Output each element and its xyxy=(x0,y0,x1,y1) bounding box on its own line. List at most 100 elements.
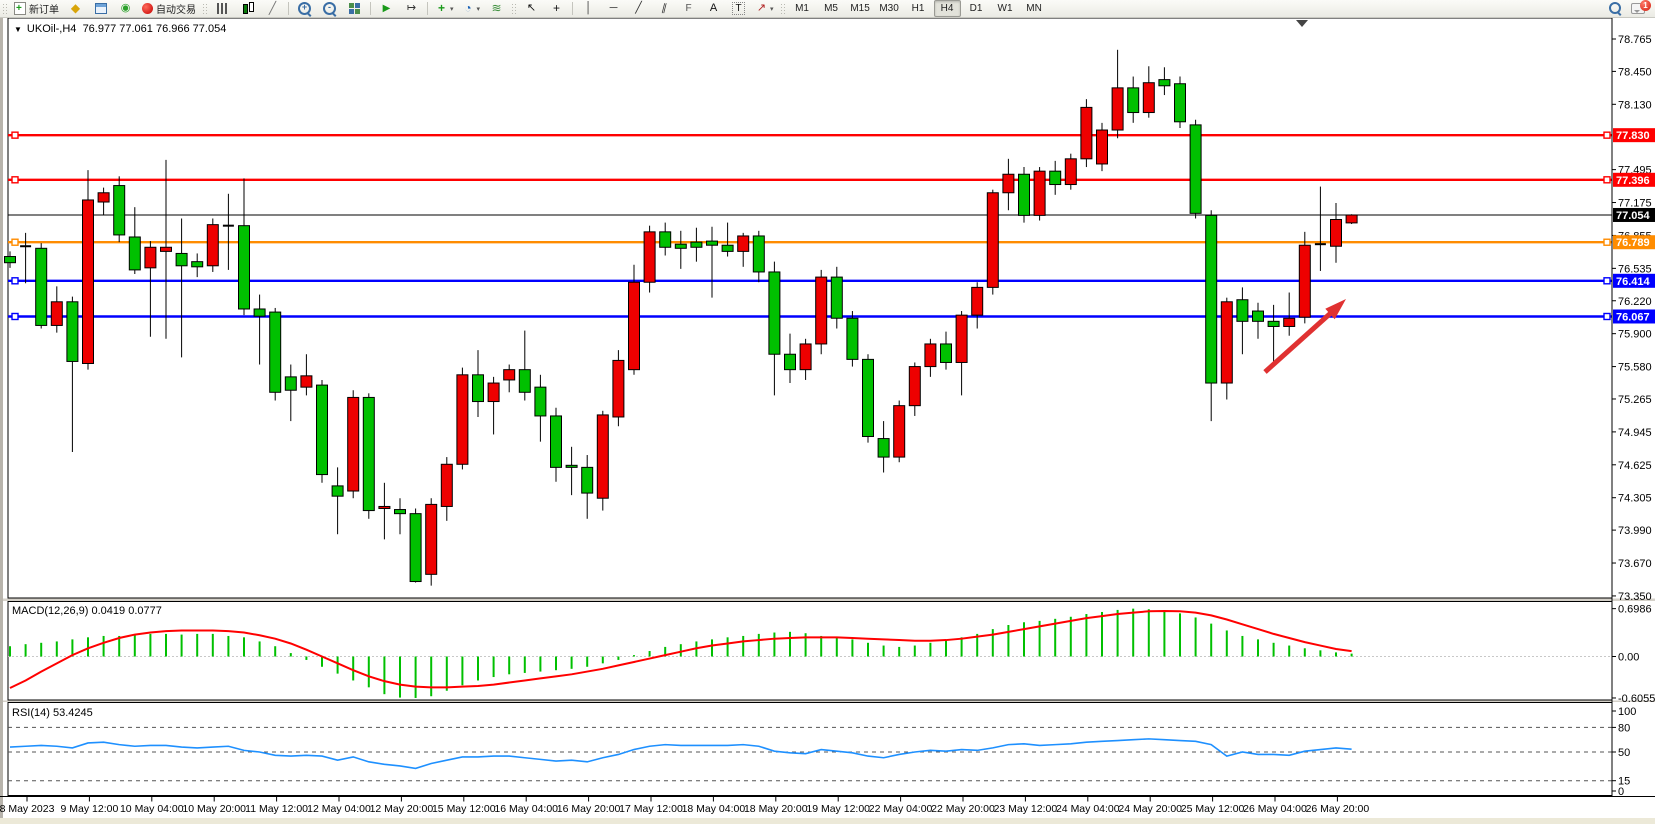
toolbar-grip[interactable] xyxy=(2,3,7,14)
candle-bullish xyxy=(1096,129,1108,165)
timeframe-M1[interactable]: M1 xyxy=(795,3,809,14)
horizontal-line-button[interactable]: ─ xyxy=(602,0,625,17)
pane-splitter[interactable] xyxy=(0,700,1655,703)
auto-scroll-icon: ▶ xyxy=(382,3,391,14)
arrows-button[interactable]: ↗ ▾ xyxy=(756,2,774,14)
toolbar-grip[interactable] xyxy=(202,3,207,14)
candle-bullish xyxy=(1142,82,1155,114)
level-price-label-box xyxy=(1613,172,1655,187)
cursor-button[interactable]: ↖ xyxy=(520,0,543,17)
timeframe-M15[interactable]: M15 xyxy=(850,3,870,14)
price-tick-label: 78.450 xyxy=(1618,66,1652,78)
macd-signal-value: 0.0777 xyxy=(128,605,162,617)
time-tick-label: 18 May 04:00 xyxy=(682,803,746,815)
auto-scroll-button[interactable]: ▶ xyxy=(375,0,398,17)
candle-bearish xyxy=(128,236,141,271)
candle-bearish xyxy=(659,231,672,248)
candle-bearish xyxy=(721,244,734,252)
bar-chart-button[interactable] xyxy=(211,0,234,17)
price-tick-label: 78.130 xyxy=(1618,99,1652,111)
timeframe-D1[interactable]: D1 xyxy=(969,3,983,14)
templates-button[interactable]: ≋ xyxy=(485,0,508,17)
timeframe-M5[interactable]: M5 xyxy=(824,3,838,14)
price-tick-label: 74.625 xyxy=(1618,460,1652,472)
candle-bearish xyxy=(768,271,781,355)
crosshair-button[interactable]: + xyxy=(545,0,568,17)
fibonacci-button[interactable]: F xyxy=(677,0,700,17)
time-tick-label: 26 May 04:00 xyxy=(1243,803,1307,815)
candle-bullish xyxy=(1330,219,1342,247)
line-endpoint-marker[interactable] xyxy=(11,277,19,285)
vertical-line-button[interactable]: │ xyxy=(577,0,600,17)
terminal-button[interactable] xyxy=(89,0,112,17)
line-chart-button[interactable]: ╱ xyxy=(261,0,284,17)
line-endpoint-marker[interactable] xyxy=(1603,176,1611,184)
toolbar-grip[interactable] xyxy=(779,3,785,14)
time-tick-label: 24 May 20:00 xyxy=(1118,803,1182,815)
level-price-label-box xyxy=(1613,128,1655,143)
line-endpoint-marker[interactable] xyxy=(11,312,19,321)
candle-bullish xyxy=(456,374,469,465)
candle-bearish xyxy=(113,185,126,236)
indicators-button[interactable]: + ▾ xyxy=(432,0,457,17)
line-endpoint-marker[interactable] xyxy=(1603,238,1611,246)
new-order-label: 新订单 xyxy=(29,5,59,16)
line-endpoint-marker[interactable] xyxy=(11,131,19,139)
text-button[interactable]: A xyxy=(702,0,725,17)
annotation-arrow-head[interactable] xyxy=(1325,299,1346,320)
time-tick-label: 17 May 12:00 xyxy=(619,803,683,815)
candle-bearish xyxy=(940,343,952,363)
candle-bearish xyxy=(1252,310,1264,322)
auto-trading-button[interactable]: 自动交易 xyxy=(139,0,199,17)
candle-bearish xyxy=(1018,173,1030,216)
search-icon[interactable] xyxy=(1609,2,1621,14)
candle-bullish xyxy=(643,231,656,283)
channel-button[interactable]: ∥ xyxy=(652,0,675,17)
trend-line-button[interactable]: ╱ xyxy=(627,0,650,17)
line-endpoint-marker[interactable] xyxy=(1603,277,1611,285)
pane-splitter[interactable] xyxy=(0,598,1655,602)
candle-bullish xyxy=(1111,87,1124,131)
time-tick-label: 12 May 20:00 xyxy=(370,803,434,815)
price-tick-label: 75.265 xyxy=(1618,394,1652,406)
chart-shift-button[interactable]: ↦ xyxy=(400,0,423,17)
candle-bearish xyxy=(534,386,547,417)
zoom-out-button[interactable]: - xyxy=(318,0,341,17)
timeframe-H4[interactable]: H4 xyxy=(933,0,961,17)
chart-shift-icon: ↦ xyxy=(406,2,417,14)
indicators-icon: + xyxy=(437,1,445,15)
line-endpoint-marker[interactable] xyxy=(11,238,19,246)
candle-bullish xyxy=(1220,301,1233,384)
timeframe-MN[interactable]: MN xyxy=(1026,3,1042,14)
text-icon: A xyxy=(709,2,718,14)
new-order-button[interactable]: 新订单 xyxy=(11,0,62,17)
timeframe-M30[interactable]: M30 xyxy=(879,3,899,14)
vertical-line-icon: │ xyxy=(585,2,592,14)
timeframe-W1[interactable]: W1 xyxy=(997,3,1013,14)
zoom-in-button[interactable]: + xyxy=(293,0,316,17)
styler-button[interactable]: ◆ xyxy=(64,0,87,17)
line-endpoint-marker[interactable] xyxy=(1603,131,1611,139)
signals-button[interactable]: ◉ xyxy=(114,0,137,17)
toolbar-grip[interactable] xyxy=(511,3,517,14)
level-price-label: 77.830 xyxy=(1616,130,1650,142)
chat-button[interactable]: 1 xyxy=(1631,0,1651,15)
periods-button[interactable]: ◔ ▾ xyxy=(459,0,484,17)
candle-bearish xyxy=(1049,170,1062,186)
tile-windows-button[interactable] xyxy=(343,0,366,17)
candle-bullish xyxy=(487,382,500,403)
arrows-icon: ↗ xyxy=(756,2,767,14)
candle-bullish xyxy=(628,281,640,371)
line-endpoint-marker[interactable] xyxy=(11,176,19,184)
line-endpoint-marker[interactable] xyxy=(1603,312,1611,321)
candlestick-chart-button[interactable] xyxy=(236,0,259,17)
annotation-arrow-shaft[interactable] xyxy=(1263,309,1335,374)
candle-bearish xyxy=(238,225,250,310)
current-price-label-box xyxy=(1613,207,1655,222)
timeframe-H1[interactable]: H1 xyxy=(911,3,925,14)
chart-symbol-period: UKOil-,H4 xyxy=(26,23,77,35)
collapse-icon[interactable]: ▼ xyxy=(14,25,22,34)
text-label-button[interactable]: T xyxy=(727,0,750,17)
candle-bullish xyxy=(1080,106,1093,160)
